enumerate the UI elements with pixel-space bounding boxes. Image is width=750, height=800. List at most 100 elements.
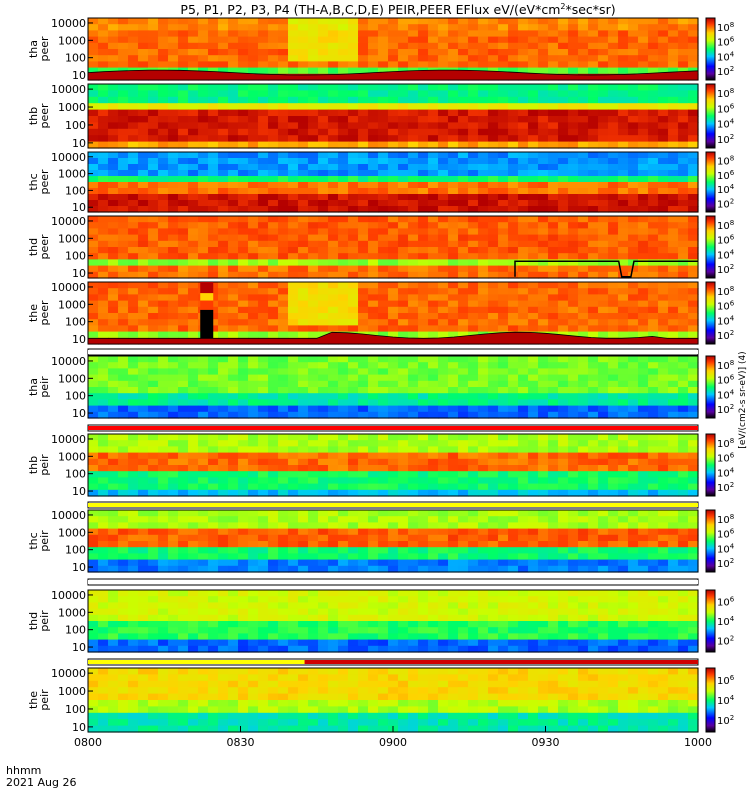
- heatmap-cell: [488, 194, 499, 201]
- heatmap-cell: [468, 141, 479, 149]
- heatmap-cell: [448, 541, 459, 548]
- heatmap-cell: [678, 247, 689, 254]
- heatmap-cell: [98, 465, 109, 472]
- heatmap-cell: [568, 522, 579, 530]
- heatmap-cell: [108, 206, 119, 213]
- heatmap-cell: [248, 452, 259, 460]
- heatmap-cell: [368, 380, 379, 388]
- heatmap-cell: [198, 36, 209, 44]
- heatmap-cell: [378, 67, 389, 75]
- heatmap-cell: [628, 547, 639, 554]
- heatmap-cell: [608, 331, 619, 339]
- heatmap-cell: [198, 440, 209, 447]
- heatmap-cell: [568, 362, 579, 369]
- heatmap-cell: [328, 30, 339, 38]
- heatmap-cell: [588, 541, 599, 548]
- heatmap-cell: [158, 356, 169, 363]
- heatmap-cell: [398, 313, 409, 320]
- heatmap-cell: [358, 483, 369, 491]
- heatmap-cell: [668, 510, 679, 517]
- heatmap-cell: [218, 206, 229, 213]
- heatmap-cell: [258, 271, 269, 279]
- heatmap-cell: [408, 452, 419, 460]
- heatmap-cell: [108, 483, 119, 491]
- heatmap-cell: [358, 61, 369, 69]
- heatmap-cell: [338, 170, 349, 177]
- heatmap-cell: [368, 67, 379, 75]
- heatmap-cell: [348, 368, 359, 376]
- heatmap-cell: [288, 380, 299, 388]
- heatmap-cell: [278, 55, 289, 62]
- heatmap-cell: [138, 200, 149, 207]
- y-tick-label: 1000: [58, 450, 86, 463]
- heatmap-cell: [488, 42, 499, 50]
- heatmap-cell: [678, 182, 689, 189]
- heatmap-cell: [258, 294, 269, 302]
- heatmap-cell: [368, 522, 379, 530]
- heatmap-cell: [418, 440, 429, 447]
- heatmap-cell: [668, 55, 679, 62]
- heatmap-cell: [548, 553, 559, 561]
- heatmap-cell: [98, 483, 109, 491]
- heatmap-cell: [378, 216, 389, 223]
- heatmap-cell: [608, 434, 619, 441]
- heatmap-cell: [478, 282, 489, 289]
- heatmap-cell: [208, 240, 219, 248]
- heatmap-cell: [648, 176, 659, 183]
- heatmap-cell: [538, 194, 549, 201]
- heatmap-cell: [348, 200, 359, 207]
- heatmap-cell: [248, 399, 259, 407]
- heatmap-cell: [578, 325, 589, 333]
- heatmap-cell: [538, 182, 549, 189]
- heatmap-cell: [298, 90, 309, 98]
- heatmap-cell: [488, 477, 499, 485]
- heatmap-cell: [258, 282, 269, 289]
- heatmap-cell: [518, 522, 529, 530]
- heatmap-cell: [548, 465, 559, 472]
- heatmap-cell: [388, 399, 399, 407]
- heatmap-cell: [658, 206, 669, 213]
- heatmap-cell: [668, 405, 679, 413]
- heatmap-cell: [558, 489, 569, 497]
- heatmap-cell: [398, 228, 409, 236]
- heatmap-cell: [648, 42, 659, 50]
- heatmap-cell: [448, 547, 459, 554]
- heatmap-cell: [488, 128, 499, 136]
- heatmap-cell: [168, 188, 179, 195]
- heatmap-cell: [438, 300, 449, 308]
- heatmap-cell: [338, 194, 349, 201]
- heatmap-cell: [158, 135, 169, 143]
- heatmap-cell: [428, 36, 439, 44]
- heatmap-cell: [178, 380, 189, 388]
- heatmap-cell: [468, 96, 479, 104]
- heatmap-cell: [168, 194, 179, 201]
- heatmap-cell: [578, 84, 589, 91]
- heatmap-cell: [668, 90, 679, 98]
- heatmap-cell: [428, 477, 439, 485]
- heatmap-cell: [178, 164, 189, 171]
- heatmap-cell: [98, 434, 109, 441]
- heatmap-cell: [218, 510, 229, 517]
- heatmap-cell: [448, 553, 459, 561]
- heatmap-cell: [578, 176, 589, 183]
- heatmap-cell: [428, 319, 439, 326]
- heatmap-cell: [128, 265, 139, 273]
- heatmap-cell: [308, 234, 319, 242]
- heatmap-cell: [398, 182, 409, 189]
- heatmap-cell: [158, 559, 169, 567]
- heatmap-cell: [118, 374, 129, 382]
- heatmap-cell: [418, 313, 429, 320]
- heatmap-cell: [498, 259, 509, 267]
- heatmap-cell: [138, 440, 149, 447]
- heatmap-cell: [648, 534, 659, 542]
- heatmap-cell: [668, 234, 679, 242]
- heatmap-cell: [368, 228, 379, 236]
- heatmap-cell: [128, 313, 139, 320]
- heatmap-cell: [188, 135, 199, 143]
- heatmap-cell: [158, 489, 169, 497]
- heatmap-cell: [238, 265, 249, 273]
- heatmap-cell: [478, 516, 489, 523]
- heatmap-cell: [458, 387, 469, 394]
- heatmap-cell: [588, 510, 599, 517]
- heatmap-cell: [88, 200, 99, 207]
